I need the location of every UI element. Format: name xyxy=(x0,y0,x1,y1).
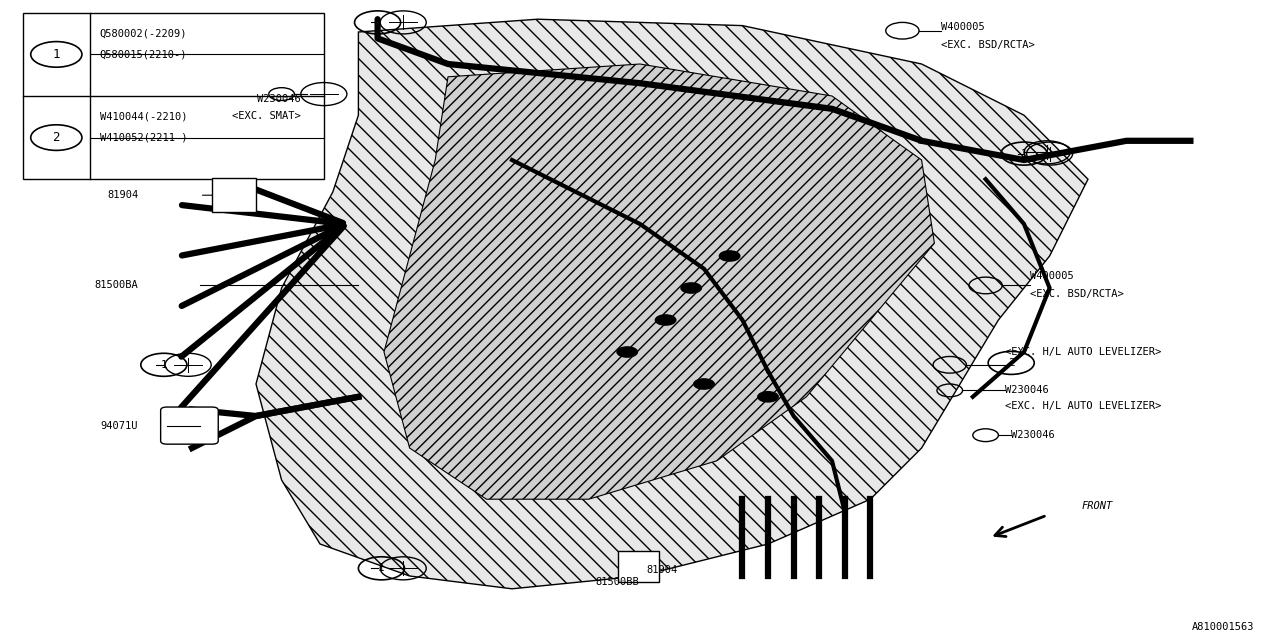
Text: <EXC. SMAT>: <EXC. SMAT> xyxy=(232,111,301,122)
Text: W230046: W230046 xyxy=(1005,385,1048,396)
Text: 1: 1 xyxy=(1020,148,1028,159)
Text: 2: 2 xyxy=(1007,358,1015,368)
Circle shape xyxy=(681,283,701,293)
Text: 1: 1 xyxy=(374,17,381,28)
Text: A810001563: A810001563 xyxy=(1192,622,1254,632)
Circle shape xyxy=(655,315,676,325)
Text: Q580015(2210-): Q580015(2210-) xyxy=(100,49,187,60)
Text: <EXC. BSD/RCTA>: <EXC. BSD/RCTA> xyxy=(941,40,1034,50)
Text: W230046: W230046 xyxy=(1011,430,1055,440)
Circle shape xyxy=(758,392,778,402)
Text: 94071U: 94071U xyxy=(101,420,138,431)
FancyBboxPatch shape xyxy=(212,178,256,212)
Text: 2: 2 xyxy=(52,131,60,144)
Text: W230046: W230046 xyxy=(257,94,301,104)
Text: Q580002(-2209): Q580002(-2209) xyxy=(100,29,187,38)
Text: 81500BB: 81500BB xyxy=(595,577,639,588)
Text: <EXC. H/L AUTO LEVELIZER>: <EXC. H/L AUTO LEVELIZER> xyxy=(1005,347,1161,357)
Text: <EXC. H/L AUTO LEVELIZER>: <EXC. H/L AUTO LEVELIZER> xyxy=(1005,401,1161,412)
Text: 1: 1 xyxy=(52,48,60,61)
Text: W400005: W400005 xyxy=(1030,271,1074,282)
Text: 81904: 81904 xyxy=(108,190,138,200)
Text: W410044(-2210): W410044(-2210) xyxy=(100,112,187,122)
Circle shape xyxy=(617,347,637,357)
Text: W410052(2211-): W410052(2211-) xyxy=(100,132,187,143)
Polygon shape xyxy=(384,64,934,499)
Polygon shape xyxy=(256,19,1088,589)
Circle shape xyxy=(719,251,740,261)
Text: 1: 1 xyxy=(160,360,168,370)
Text: <EXC. BSD/RCTA>: <EXC. BSD/RCTA> xyxy=(1030,289,1124,300)
Text: 1: 1 xyxy=(378,563,385,573)
FancyBboxPatch shape xyxy=(618,551,659,582)
Text: 81500BA: 81500BA xyxy=(95,280,138,290)
Text: 81904: 81904 xyxy=(646,564,677,575)
Bar xyxy=(23,13,324,179)
Text: FRONT: FRONT xyxy=(1082,500,1112,511)
Circle shape xyxy=(694,379,714,389)
Text: W400005: W400005 xyxy=(941,22,984,32)
FancyBboxPatch shape xyxy=(161,407,218,444)
